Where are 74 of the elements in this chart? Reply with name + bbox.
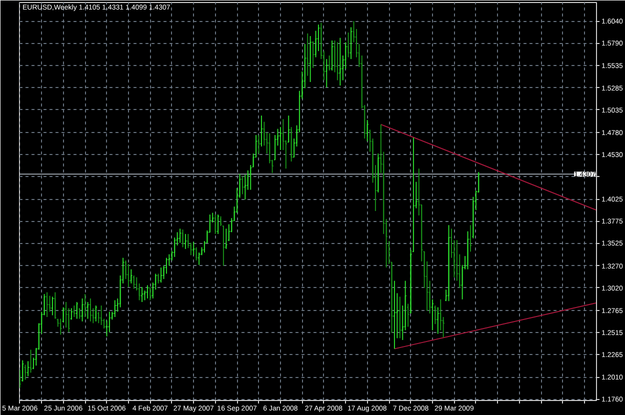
candlestick [447, 224, 450, 302]
candlestick [160, 267, 163, 284]
candlestick [186, 233, 190, 249]
candlestick [260, 115, 263, 148]
candlestick [194, 246, 198, 261]
candlestick [62, 306, 65, 323]
candlestick [50, 296, 54, 316]
candlestick [198, 252, 201, 266]
candlestick [338, 37, 342, 86]
candlestick [274, 134, 277, 160]
candlestick [184, 233, 187, 250]
candlestick [328, 55, 331, 72]
candlestick [216, 214, 220, 234]
candlestick [406, 303, 410, 328]
candlestick [312, 40, 315, 68]
candlestick [325, 58, 328, 88]
candlestick [78, 308, 82, 320]
candlestick [189, 242, 192, 256]
candlestick [181, 229, 184, 248]
candlestick [439, 298, 442, 331]
candlestick [466, 230, 470, 270]
candlestick [132, 274, 136, 290]
candlestick [290, 126, 293, 162]
candlestick [64, 301, 68, 328]
candlestick [376, 153, 380, 193]
candlestick [80, 298, 84, 322]
candlestick [308, 36, 312, 83]
candlestick [24, 364, 27, 380]
candlestick [436, 306, 440, 334]
candlestick [148, 286, 152, 301]
candlestick [86, 301, 90, 320]
candlestick [75, 301, 78, 320]
candlestick [262, 121, 266, 146]
candlestick [468, 224, 472, 252]
candlestick [29, 349, 32, 374]
candlestick [336, 42, 339, 81]
candlestick [430, 298, 434, 331]
candlestick [240, 176, 244, 195]
candlestick [26, 360, 30, 377]
candlestick [54, 292, 57, 320]
candlestick [398, 296, 402, 339]
candlestick [59, 318, 62, 336]
candlestick [173, 237, 176, 258]
candlestick [126, 264, 130, 288]
candlestick [140, 286, 144, 302]
candlestick [214, 214, 217, 234]
candlestick [287, 115, 290, 143]
candlestick [70, 308, 73, 320]
candlestick [330, 40, 334, 72]
candlestick [350, 26, 353, 60]
candlestick [404, 280, 407, 331]
candlestick [282, 118, 285, 151]
candlestick [105, 320, 108, 337]
candlestick [113, 300, 116, 318]
candlestick [84, 294, 87, 318]
candlestick [434, 305, 437, 325]
candlestick [146, 284, 149, 299]
candlestick [346, 32, 350, 58]
candlestick [97, 311, 100, 324]
candlestick [178, 228, 182, 244]
candlestick [94, 305, 98, 322]
candlestick [46, 292, 49, 318]
candlestick [156, 273, 160, 284]
candlestick [366, 120, 369, 142]
candlestick [108, 311, 111, 333]
candlestick [257, 134, 260, 154]
candlestick [130, 268, 133, 284]
candlestick [72, 305, 76, 318]
candlestick [138, 282, 141, 301]
candlestick [306, 32, 310, 76]
candlestick [88, 298, 92, 322]
candlestick [21, 360, 24, 382]
candlestick [392, 280, 396, 350]
candlestick [268, 132, 272, 164]
